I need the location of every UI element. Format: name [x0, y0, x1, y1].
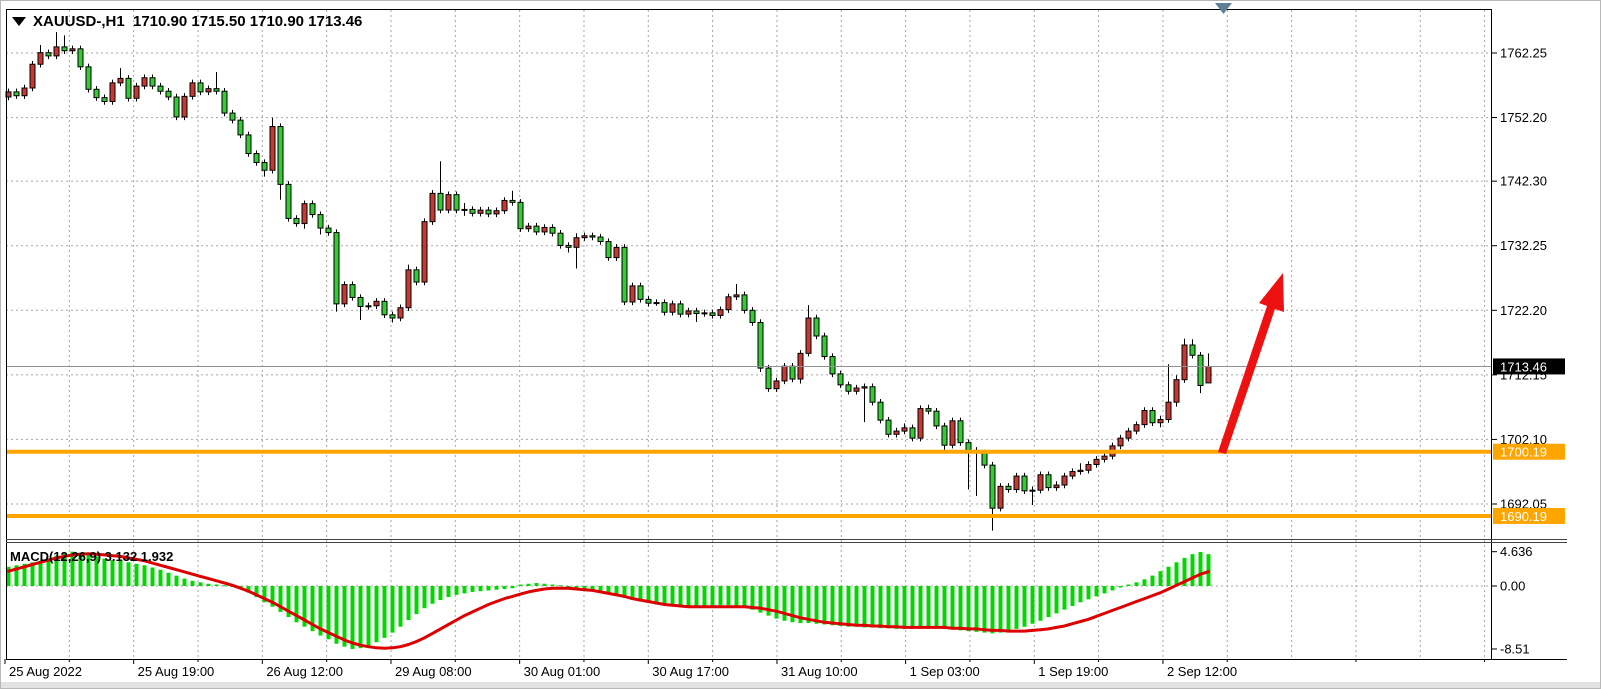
price-tick-label: 1692.05: [1500, 496, 1547, 511]
time-tick-label: 2 Sep 12:00: [1167, 664, 1237, 679]
time-axis[interactable]: [6, 660, 1491, 681]
svg-text:1700.19: 1700.19: [1500, 445, 1547, 460]
time-tick-label: 25 Aug 2022: [9, 664, 82, 679]
time-tick-label: 30 Aug 17:00: [652, 664, 729, 679]
time-tick-label: 29 Aug 08:00: [395, 664, 472, 679]
ohlc-quote-label: 1710.90 1715.50 1710.90 1713.46: [133, 13, 362, 30]
macd-tick-label: 4.636: [1500, 544, 1533, 559]
trend-arrow[interactable]: [1218, 273, 1284, 454]
candlestick-series: [5, 32, 1212, 531]
price-axis[interactable]: [1492, 10, 1600, 659]
time-tick-label: 31 Aug 10:00: [781, 664, 858, 679]
price-tick-label: 1702.10: [1500, 432, 1547, 447]
time-tick-label: 26 Aug 12:00: [266, 664, 343, 679]
time-tick-label: 1 Sep 19:00: [1038, 664, 1108, 679]
price-tick-label: 1762.25: [1500, 46, 1547, 61]
svg-text:1713.46: 1713.46: [1500, 359, 1547, 374]
time-tick-label: 1 Sep 03:00: [910, 664, 980, 679]
price-tick-label: 1752.20: [1500, 110, 1547, 125]
macd-indicator-series: [6, 551, 1211, 650]
current-price-tag: 1713.46: [1493, 358, 1565, 375]
level-price-tag: 1690.19: [1493, 507, 1565, 524]
macd-pane[interactable]: [6, 543, 1491, 659]
chart-title: XAUUSD-,H1 1710.90 1715.50 1710.90 1713.…: [12, 13, 362, 30]
macd-tick-label: -8.51: [1500, 641, 1530, 656]
time-tick-label: 25 Aug 19:00: [138, 664, 215, 679]
svg-text:1690.19: 1690.19: [1500, 509, 1547, 524]
macd-tick-label: 0.00: [1500, 579, 1525, 594]
symbol-dropdown-icon[interactable]: [12, 17, 26, 26]
grid-lines: [6, 10, 1491, 659]
time-marker-icon[interactable]: [1215, 3, 1232, 14]
horizontal-level-lines[interactable]: [6, 449, 1491, 518]
price-tick-label: 1742.30: [1500, 174, 1547, 189]
price-tick-label: 1722.20: [1500, 303, 1547, 318]
macd-indicator-label: MACD(12,26,9) 3.132 1.932: [10, 549, 173, 564]
symbol-timeframe-label: XAUUSD-,H1: [33, 13, 125, 30]
main-chart-pane[interactable]: [6, 10, 1491, 539]
level-price-tag: 1700.19: [1493, 443, 1565, 460]
window-bottom-strip: [1, 682, 1600, 688]
price-tick-label: 1732.25: [1500, 238, 1547, 253]
axis-price-tags: 1713.46 1700.19 1690.19: [1493, 358, 1565, 524]
chart-frame: [6, 9, 1567, 660]
time-tick-label: 30 Aug 01:00: [524, 664, 601, 679]
